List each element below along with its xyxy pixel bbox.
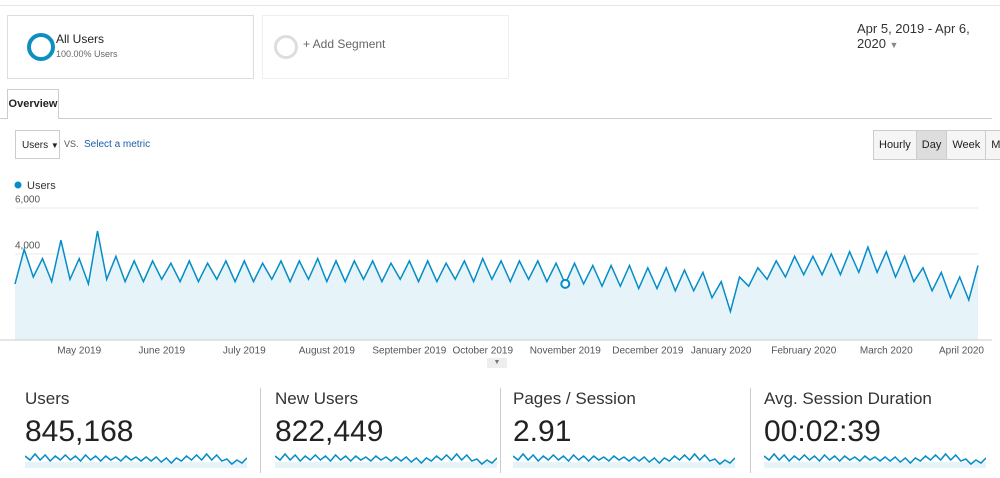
- scorecard-label: Pages / Session: [513, 389, 636, 408]
- collapse-handle[interactable]: ▼: [487, 358, 507, 368]
- select-metric[interactable]: Select a metric: [84, 139, 151, 150]
- scorecard: Users 845,168: [25, 385, 260, 475]
- sparkline: [513, 447, 735, 469]
- add-segment-label: + Add Segment: [303, 37, 386, 51]
- sparkline: [764, 447, 986, 469]
- date-range[interactable]: Apr 5, 2019 - Apr 6, 2020 ▼: [857, 21, 970, 51]
- x-tick-label: March 2020: [860, 346, 913, 357]
- scorecard-value: 00:02:39: [764, 415, 881, 448]
- y-tick-label: 4,000: [15, 241, 40, 252]
- metric-select-text: Users: [22, 140, 49, 151]
- x-tick-label: June 2019: [138, 346, 185, 357]
- area: [15, 231, 978, 340]
- scorecard-label: New Users: [275, 389, 359, 408]
- tab-rule: [0, 118, 992, 119]
- line: [14, 230, 979, 315]
- granularity-button[interactable]: Month: [985, 131, 1000, 159]
- granularity-button[interactable]: Hourly: [873, 131, 916, 159]
- x-tick-label: February 2020: [771, 346, 836, 357]
- add-segment[interactable]: + Add Segment: [262, 15, 509, 79]
- x-tick-label: May 2019: [57, 346, 101, 357]
- highlight-point: [560, 278, 571, 289]
- segment-ring: [27, 33, 55, 61]
- x-tick-label: January 2020: [691, 346, 752, 357]
- y-tick-label: 6,000: [15, 195, 40, 206]
- scorecard: Avg. Session Duration 00:02:39: [764, 385, 999, 475]
- granularity-button[interactable]: Day: [915, 131, 947, 159]
- x-tick-label: April 2020: [939, 346, 984, 357]
- scorecard-value: 822,449: [275, 415, 384, 448]
- scorecard: New Users 822,449: [275, 385, 510, 475]
- x-tick-label: August 2019: [299, 346, 356, 357]
- divider: [750, 388, 751, 473]
- metric-select[interactable]: Users ▼: [15, 130, 60, 159]
- granularity-button[interactable]: Week: [946, 131, 986, 159]
- top-rule: [0, 5, 1000, 6]
- divider: [500, 388, 501, 473]
- legend-label: Users: [27, 180, 56, 192]
- segment-ring: [274, 35, 298, 59]
- x-tick-label: October 2019: [452, 346, 513, 357]
- date-range-text: Apr 5, 2019 - Apr 6, 2020: [857, 21, 970, 51]
- x-tick-label: December 2019: [612, 346, 684, 357]
- legend-dot: [14, 181, 22, 189]
- scorecard-value: 845,168: [25, 415, 134, 448]
- divider: [260, 388, 261, 473]
- scorecard-label: Avg. Session Duration: [764, 389, 932, 408]
- segment-name: All Users: [56, 32, 105, 46]
- segment-detail: 100.00% Users: [56, 49, 118, 59]
- vs-label: VS.: [64, 139, 79, 149]
- scorecard-label: Users: [25, 389, 70, 408]
- x-tick-label: September 2019: [372, 346, 446, 357]
- segment-card[interactable]: All Users 100.00% Users: [7, 15, 254, 79]
- scorecard: Pages / Session 2.91: [513, 385, 748, 475]
- tab[interactable]: Overview: [7, 89, 59, 119]
- scorecard-value: 2.91: [513, 415, 572, 448]
- sparkline: [25, 447, 247, 469]
- x-tick-label: November 2019: [530, 346, 602, 357]
- granularity: HourlyDayWeekMonth: [873, 130, 1000, 160]
- sparkline: [275, 447, 497, 469]
- x-tick-label: July 2019: [223, 346, 266, 357]
